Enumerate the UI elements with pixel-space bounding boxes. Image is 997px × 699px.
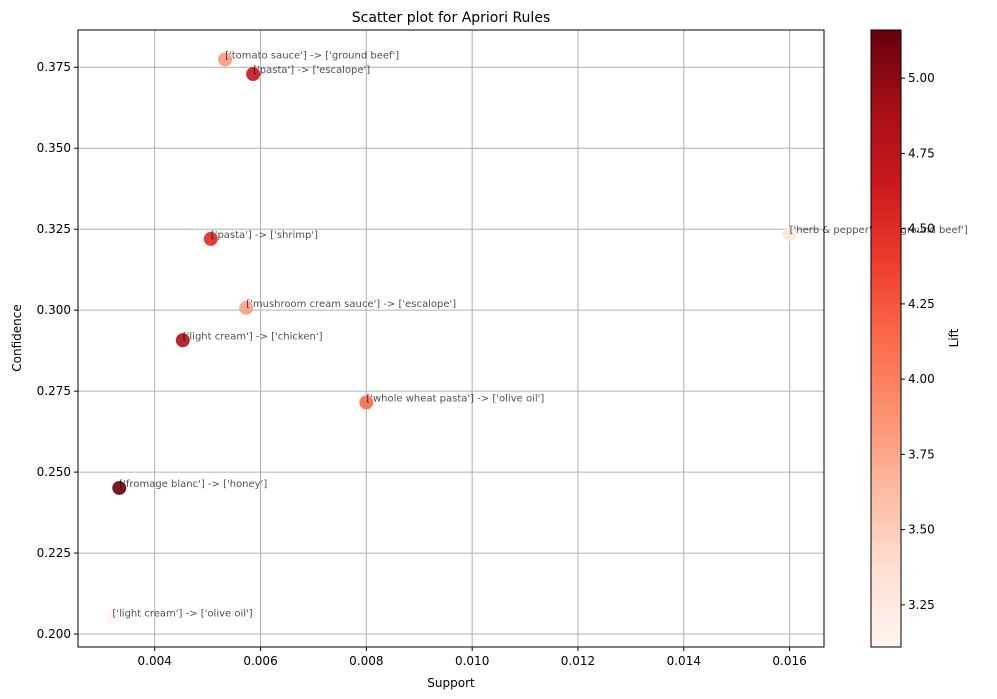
point-label: ['pasta'] -> ['shrimp'] [211, 230, 318, 241]
x-tick-label: 0.010 [455, 654, 489, 668]
colorbar-tick-label: 3.50 [908, 523, 935, 537]
data-point [105, 610, 120, 625]
colorbar-tick-label: 3.25 [908, 598, 935, 612]
x-tick-label: 0.016 [772, 654, 806, 668]
point-label: ['light cream'] -> ['chicken'] [183, 331, 323, 342]
point-label: ['whole wheat pasta'] -> ['olive oil'] [366, 393, 544, 404]
data-point [112, 480, 127, 495]
y-tick-label: 0.300 [37, 303, 71, 317]
colorbar-tick-label: 4.50 [908, 222, 935, 236]
point-label: ['tomato sauce'] -> ['ground beef'] [225, 50, 399, 61]
data-point [203, 231, 218, 246]
y-tick-label: 0.200 [37, 627, 71, 641]
y-tick-label: 0.350 [37, 141, 71, 155]
y-axis-label: Confidence [10, 304, 24, 371]
colorbar-tick-label: 5.00 [908, 71, 935, 85]
data-point [782, 227, 797, 242]
y-tick-label: 0.325 [37, 222, 71, 236]
data-points [105, 52, 797, 625]
x-tick-label: 0.004 [138, 654, 172, 668]
point-labels: ['tomato sauce'] -> ['ground beef'] ['pas… [112, 50, 968, 619]
x-axis-label: Support [427, 676, 475, 690]
colorbar-tick-label: 4.25 [908, 297, 935, 311]
data-point [359, 395, 374, 410]
x-tick-label: 0.006 [243, 654, 277, 668]
y-tick-label: 0.250 [37, 465, 71, 479]
colorbar-label: Lift [947, 328, 961, 347]
y-tick-label: 0.225 [37, 546, 71, 560]
y-tick-label: 0.375 [37, 60, 71, 74]
x-tick-label: 0.012 [561, 654, 595, 668]
colorbar-tick-label: 4.75 [908, 146, 935, 160]
point-label: ['pasta'] -> ['escalope'] [253, 65, 370, 76]
data-point [218, 52, 233, 67]
point-label: ['fromage blanc'] -> ['honey'] [119, 479, 267, 490]
plot-frame [77, 29, 825, 648]
x-tick-label: 0.008 [349, 654, 383, 668]
point-label: ['mushroom cream sauce'] -> ['escalope'] [246, 299, 456, 310]
colorbar [870, 29, 902, 648]
data-point [246, 67, 261, 82]
data-point [239, 300, 254, 315]
colorbar-ticks: 3.25 3.50 3.75 4.00 4.25 4.50 4.75 5.00 [901, 71, 935, 612]
y-axis-ticks: 0.200 0.225 0.250 0.275 0.300 0.325 0.350 0.375 [37, 60, 78, 641]
point-label: ['light cream'] -> ['olive oil'] [112, 609, 252, 620]
x-tick-label: 0.014 [667, 654, 701, 668]
data-point [175, 333, 190, 348]
chart-title: Scatter plot for Apriori Rules [352, 10, 550, 26]
x-axis-ticks: 0.004 0.006 0.008 0.010 0.012 0.014 0.016 [138, 647, 807, 668]
y-tick-label: 0.275 [37, 384, 71, 398]
colorbar-tick-label: 4.00 [908, 372, 935, 386]
grid [78, 30, 824, 647]
colorbar-tick-label: 3.75 [908, 447, 935, 461]
